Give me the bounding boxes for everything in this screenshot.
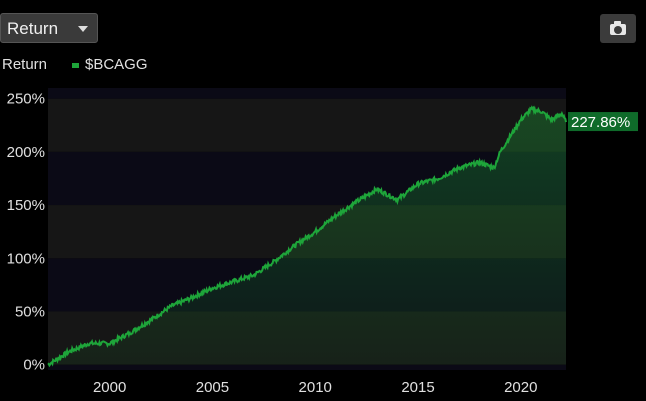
x-tick-label: 2010 xyxy=(299,379,332,396)
y-tick-label: 100% xyxy=(7,250,45,267)
y-tick-label: 150% xyxy=(7,197,45,214)
legend-series-label[interactable]: $BCAGG xyxy=(85,56,148,73)
x-tick-label: 2015 xyxy=(401,379,434,396)
y-tick-label: 0% xyxy=(23,357,45,374)
last-value-label: 227.86% xyxy=(571,114,630,131)
legend-swatch xyxy=(72,63,79,68)
screenshot-button[interactable] xyxy=(600,14,636,43)
y-tick-label: 50% xyxy=(15,303,45,320)
metric-dropdown-label: Return xyxy=(7,19,59,38)
grid-band xyxy=(48,88,566,99)
legend-title: Return xyxy=(2,56,48,73)
last-value-badge xyxy=(568,112,638,132)
grid-band xyxy=(48,98,566,152)
grid-band xyxy=(48,364,566,370)
x-tick-label: 2000 xyxy=(93,379,126,396)
series-area xyxy=(48,107,566,366)
y-tick-label: 200% xyxy=(7,144,45,161)
metric-dropdown[interactable]: Return xyxy=(0,13,98,43)
x-tick-label: 2020 xyxy=(504,379,537,396)
x-tick-label: 2005 xyxy=(196,379,229,396)
chevron-down-icon xyxy=(78,26,88,32)
series-line xyxy=(47,105,567,368)
y-tick-label: 250% xyxy=(7,91,45,108)
